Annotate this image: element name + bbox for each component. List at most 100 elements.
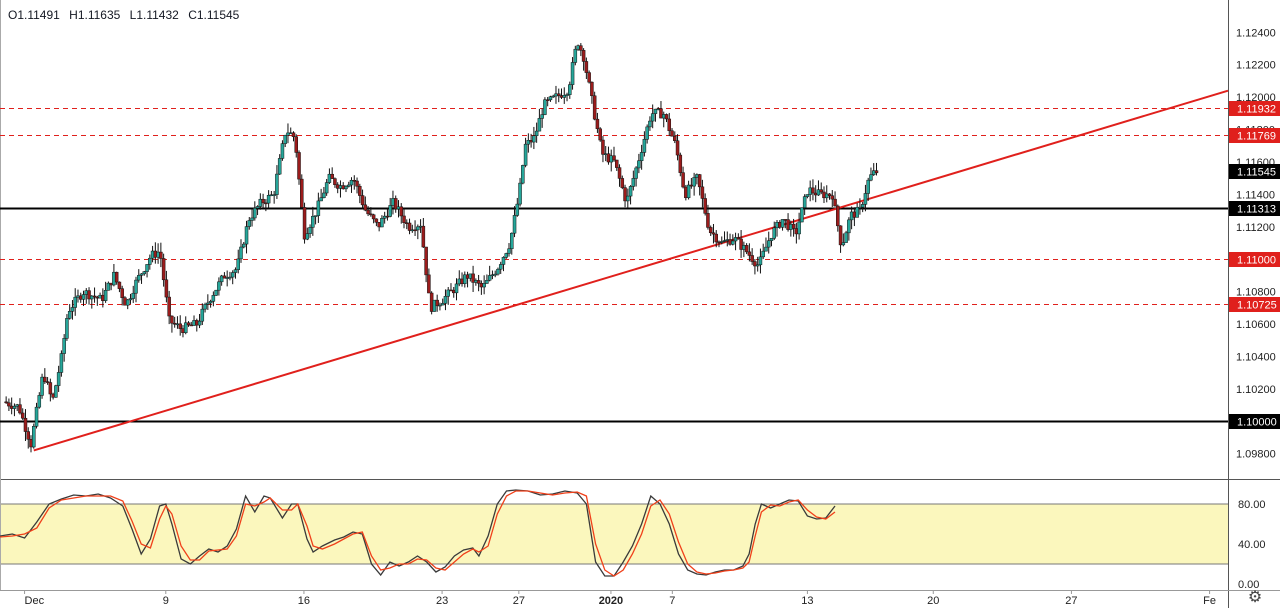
candle-bear xyxy=(330,173,334,179)
candle-bear xyxy=(739,238,743,250)
candle-bull xyxy=(493,273,497,276)
candle-bear xyxy=(424,246,428,276)
candle-bear xyxy=(261,198,265,204)
candle-bear xyxy=(601,139,605,155)
candle-bull xyxy=(283,135,287,144)
candle-bull xyxy=(139,273,144,276)
candle-bull xyxy=(106,282,111,291)
candle-bull xyxy=(134,279,138,294)
candle-bull xyxy=(650,113,655,122)
candle-bull xyxy=(512,215,517,234)
candle-bull xyxy=(769,237,774,241)
candle-bull xyxy=(59,353,64,373)
candle-bull xyxy=(543,99,547,115)
level-price-label: 1.11932 xyxy=(1237,104,1276,116)
candle-bull xyxy=(858,206,862,209)
oscillator-tick-label: 40.00 xyxy=(1238,539,1266,551)
candle-bear xyxy=(161,258,166,281)
candle-bear xyxy=(421,225,426,248)
candle-bull xyxy=(81,294,86,300)
time-tick-label: 27 xyxy=(1065,595,1077,607)
time-tick-label: 16 xyxy=(298,595,310,607)
trend-line xyxy=(33,89,1229,452)
time-tick-label: 2020 xyxy=(599,595,623,607)
candle-bull xyxy=(780,219,785,228)
candle-bear xyxy=(584,61,589,73)
level-price-label: 1.11313 xyxy=(1237,204,1276,216)
level-price-tag xyxy=(1229,252,1280,267)
candle-bear xyxy=(836,205,840,227)
candle-bear xyxy=(167,296,171,317)
candle-bull xyxy=(12,405,17,409)
candle-bull xyxy=(70,307,75,312)
candle-bull xyxy=(565,94,569,96)
candle-bear xyxy=(4,401,8,404)
candle-bear xyxy=(297,152,301,180)
candle-bull xyxy=(755,264,760,267)
candle-bear xyxy=(363,204,368,211)
candle-bull xyxy=(639,152,644,161)
ohlc-low: L1.11432 xyxy=(129,8,179,22)
candle-bear xyxy=(615,159,619,168)
candle-bear xyxy=(170,315,174,324)
candle-bull xyxy=(686,184,691,199)
candle-bull xyxy=(316,200,321,216)
candle-bull xyxy=(380,218,384,228)
candle-bear xyxy=(7,402,11,407)
candle-bear xyxy=(264,202,268,205)
ohlc-high: H1.11635 xyxy=(69,8,121,22)
candle-bull xyxy=(324,182,329,194)
candle-bear xyxy=(675,140,680,156)
candle-bear xyxy=(833,198,837,207)
candle-bear xyxy=(369,213,373,216)
candle-bull xyxy=(722,240,727,242)
candle-bear xyxy=(592,95,597,120)
candle-bull xyxy=(510,232,514,250)
candle-bull xyxy=(37,395,42,408)
candle-bull xyxy=(54,385,58,398)
candle-bull xyxy=(537,118,542,132)
candle-bull xyxy=(388,205,392,217)
candle-bull xyxy=(103,290,108,301)
candle-bull xyxy=(855,207,859,218)
oscillator-tick-label: 0.00 xyxy=(1238,579,1259,591)
candle-bull xyxy=(507,248,511,254)
candle-bull xyxy=(253,207,257,219)
candle-bull xyxy=(443,296,448,304)
candle-bear xyxy=(360,195,365,206)
candle-bull xyxy=(761,250,765,258)
candle-bear xyxy=(703,198,707,214)
candle-bear xyxy=(117,281,122,289)
candle-bull xyxy=(32,425,36,448)
candle-bull xyxy=(311,215,315,228)
candle-bull xyxy=(65,318,69,339)
candle-bear xyxy=(471,273,475,283)
candle-bull xyxy=(534,130,539,136)
price-tick-label: 1.12200 xyxy=(1236,60,1276,72)
gear-icon[interactable]: ⚙ xyxy=(1247,589,1263,606)
candle-bear xyxy=(612,155,616,161)
candle-bear xyxy=(92,295,97,298)
candle-bull xyxy=(860,204,865,208)
current-price-tag xyxy=(1229,164,1280,179)
time-tick-label: Fe xyxy=(1203,595,1216,607)
candle-bull xyxy=(482,283,486,288)
candle-bull xyxy=(523,143,528,166)
candle-bull xyxy=(568,84,572,95)
level-price-label: 1.11769 xyxy=(1237,131,1276,143)
candle-bull xyxy=(772,227,777,239)
candle-bull xyxy=(797,221,801,235)
candle-bull xyxy=(275,173,279,195)
candle-bear xyxy=(427,274,431,294)
candle-bear xyxy=(747,251,752,256)
candle-bear xyxy=(708,227,713,234)
candle-bull xyxy=(137,275,141,281)
candle-bull xyxy=(764,246,768,252)
candle-bull xyxy=(125,299,130,306)
candle-bull xyxy=(197,320,202,326)
candle-bull xyxy=(548,96,553,101)
candle-bear xyxy=(45,381,50,383)
candle-bear xyxy=(23,417,28,432)
candle-bull xyxy=(504,253,508,258)
